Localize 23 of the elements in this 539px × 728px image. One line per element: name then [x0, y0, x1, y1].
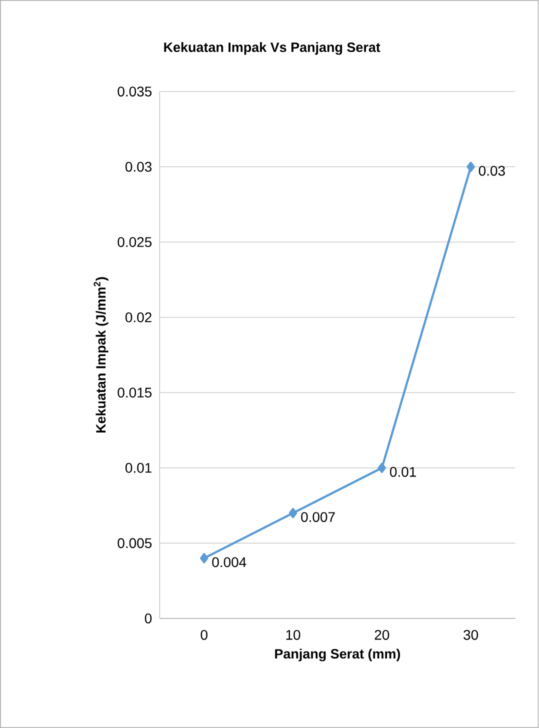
data-label: 0.007 — [301, 512, 335, 522]
x-axis-title: Panjang Serat (mm) — [275, 648, 400, 662]
point — [466, 162, 476, 172]
x-tick-label: 0 — [200, 630, 208, 640]
x-tick-label: 20 — [374, 630, 390, 640]
data-label: 0.004 — [212, 557, 246, 568]
data-label: 0.03 — [479, 166, 506, 176]
point — [378, 462, 386, 473]
y-axis-title: Kekuatan Impak (J/mm$^{2}$) — [94, 277, 108, 433]
y-tick-label: 0.015 — [118, 388, 152, 398]
point — [200, 553, 208, 564]
y-tick-label: 0.005 — [118, 538, 152, 548]
data-label: 0.01 — [390, 466, 416, 477]
y-tick-label: 0.025 — [118, 237, 152, 248]
y-tick-label: 0.02 — [126, 312, 152, 322]
point — [289, 508, 298, 518]
y-tick-label: 0.03 — [126, 162, 152, 172]
y-tick-label: 0.035 — [118, 86, 152, 96]
y-tick-label: 0.01 — [126, 462, 152, 473]
y-tick-label: 0 — [145, 613, 152, 624]
x-tick-label: 30 — [464, 630, 478, 640]
chart-title: Kekuatan Impak Vs Panjang Serat — [164, 42, 380, 55]
x-tick-label: 10 — [286, 630, 300, 640]
